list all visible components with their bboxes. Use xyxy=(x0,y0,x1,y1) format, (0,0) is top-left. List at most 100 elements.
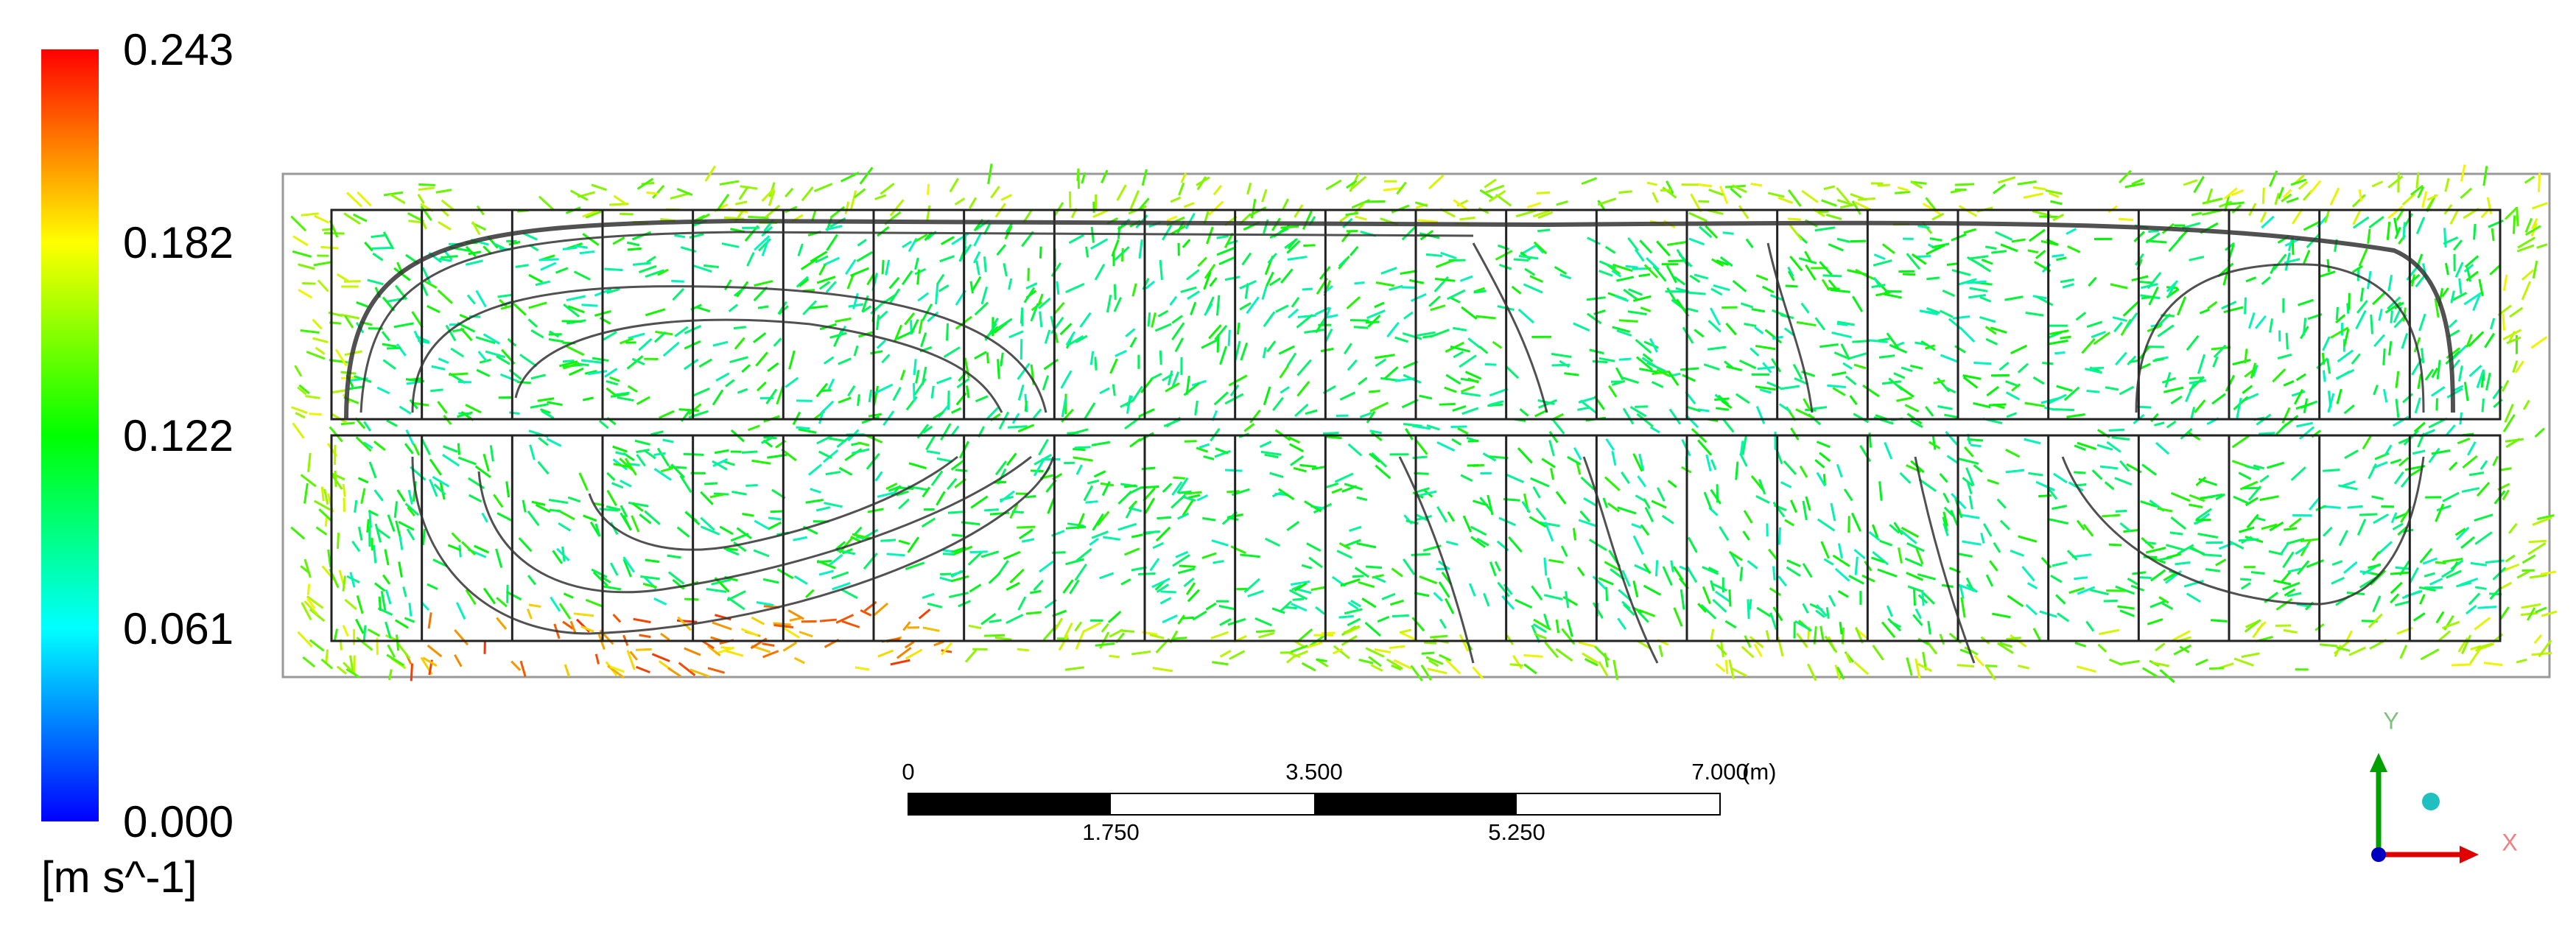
vector xyxy=(2521,603,2541,609)
vector xyxy=(796,426,810,430)
vector xyxy=(1077,168,1080,189)
vector xyxy=(2161,376,2177,384)
vector xyxy=(2140,500,2158,508)
vector xyxy=(1112,384,1116,396)
vector xyxy=(1834,664,1842,680)
vector xyxy=(1444,386,1457,393)
vector xyxy=(2066,550,2078,561)
vector xyxy=(1067,522,1084,527)
vector xyxy=(1962,374,1982,380)
vector xyxy=(983,256,987,273)
vector xyxy=(2190,407,2196,420)
vector xyxy=(2338,484,2358,491)
vector xyxy=(2326,358,2331,374)
vector xyxy=(829,553,843,567)
vector xyxy=(1129,486,1143,494)
vector xyxy=(427,583,438,591)
vector xyxy=(2352,210,2362,225)
vector xyxy=(1783,460,1797,475)
vector xyxy=(1564,372,1579,376)
vector xyxy=(1249,206,1267,217)
vector xyxy=(2373,385,2379,396)
vector xyxy=(1186,269,1200,281)
vector xyxy=(297,386,307,396)
vector xyxy=(1399,628,1412,634)
vector xyxy=(809,304,828,309)
vector xyxy=(1177,567,1196,575)
vector xyxy=(742,513,754,517)
vector xyxy=(1488,189,1506,203)
vector xyxy=(407,489,413,505)
vector xyxy=(476,368,491,377)
vector xyxy=(2532,516,2552,526)
vector xyxy=(2368,564,2382,569)
vector xyxy=(753,332,767,343)
vector xyxy=(2444,178,2450,192)
vector xyxy=(1091,441,1111,446)
vector xyxy=(1512,654,1523,670)
vector xyxy=(904,641,915,649)
vector xyxy=(1961,513,1980,519)
vector xyxy=(468,494,482,503)
vector xyxy=(1722,418,1735,433)
vector xyxy=(1331,488,1343,494)
vector xyxy=(522,232,538,241)
vector xyxy=(466,294,476,305)
vector xyxy=(505,481,510,498)
vector xyxy=(2466,441,2477,456)
vector xyxy=(1533,241,1548,255)
vector xyxy=(2170,491,2191,502)
vector xyxy=(2435,561,2446,565)
vector xyxy=(1461,391,1481,397)
vector xyxy=(667,667,681,678)
vector xyxy=(636,448,650,454)
vector xyxy=(1598,661,1609,677)
vector xyxy=(2343,404,2355,415)
vector xyxy=(2236,397,2242,418)
vector xyxy=(838,396,852,404)
vector xyxy=(1322,431,1339,435)
vector xyxy=(2232,359,2251,366)
vector xyxy=(1092,513,1104,531)
vector xyxy=(653,597,667,606)
vector xyxy=(1410,665,1423,681)
vector xyxy=(829,206,846,219)
vector xyxy=(1881,243,1895,254)
vector xyxy=(828,437,846,443)
vector xyxy=(2148,286,2159,306)
vector xyxy=(1039,560,1054,573)
vector xyxy=(631,515,640,533)
vector xyxy=(1632,453,1643,472)
vector xyxy=(1618,319,1638,323)
vector xyxy=(496,355,510,365)
vector xyxy=(371,234,385,239)
vector xyxy=(2088,276,2097,287)
vector xyxy=(1076,513,1085,530)
vector xyxy=(1099,572,1115,580)
vector xyxy=(2274,192,2280,206)
vector xyxy=(737,388,748,394)
vector xyxy=(1073,456,1093,462)
vector xyxy=(1047,497,1056,514)
vector xyxy=(552,550,564,564)
vector xyxy=(1467,463,1479,467)
vector xyxy=(465,259,483,266)
vector xyxy=(860,609,872,617)
vector xyxy=(1068,334,1084,346)
vector xyxy=(1789,256,1803,272)
vector xyxy=(530,374,547,380)
vector xyxy=(1850,239,1866,243)
vector xyxy=(1945,431,1959,446)
vector xyxy=(2455,526,2470,541)
vector xyxy=(704,482,718,485)
vector xyxy=(1113,297,1123,312)
vector xyxy=(738,186,749,200)
vector xyxy=(1405,428,1414,441)
vector xyxy=(1165,382,1180,393)
vector xyxy=(2074,444,2086,451)
vector xyxy=(1687,291,1706,295)
vector xyxy=(1685,307,1699,313)
vector xyxy=(1758,479,1766,495)
vector xyxy=(2501,379,2510,392)
vector xyxy=(298,384,310,395)
